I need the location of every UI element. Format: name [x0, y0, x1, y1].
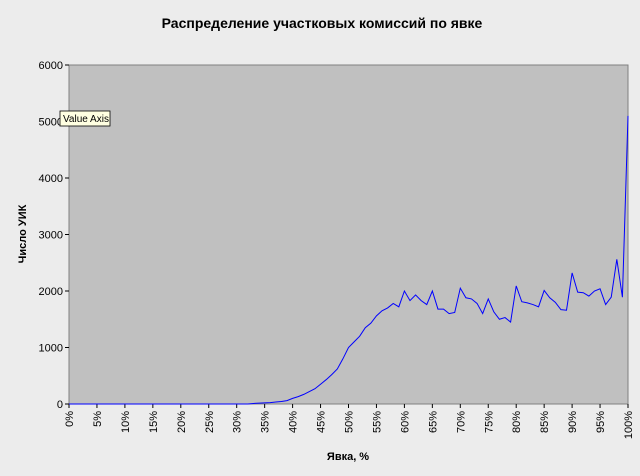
- y-tick-label: 0: [57, 399, 63, 411]
- y-axis-label: Число УИК: [17, 204, 29, 263]
- y-tick-label: 1000: [39, 343, 63, 355]
- plot-area: [68, 64, 629, 405]
- x-tick-label: 30%: [232, 411, 244, 433]
- chart-title: Распределение участковых комиссий по явк…: [162, 15, 483, 31]
- x-tick-label: 60%: [399, 411, 411, 433]
- y-tick-label: 6000: [39, 60, 63, 72]
- tooltip-text: Value Axis: [63, 114, 109, 125]
- x-tick-label: 85%: [539, 411, 551, 433]
- x-axis: 0% 5% 10% 15% 20% 25% 30% 35% 40% 45% 50% 55% 60% 65%…: [64, 404, 635, 439]
- y-tick-label: 2000: [39, 286, 63, 298]
- x-tick-label: 65%: [427, 411, 439, 433]
- x-tick-label: 25%: [204, 411, 216, 433]
- x-tick-label: 75%: [483, 411, 495, 433]
- y-tick-label: 5000: [39, 117, 63, 129]
- x-tick-label: 55%: [371, 411, 383, 433]
- y-tick-label: 3000: [39, 230, 63, 242]
- y-axis: 0 1000 2000 3000 4000 5000 6000: [39, 60, 69, 411]
- y-tick-label: 4000: [39, 173, 63, 185]
- tooltip-box: [59, 110, 111, 127]
- x-tick-label: 0%: [64, 411, 76, 427]
- x-tick-label: 80%: [511, 411, 523, 433]
- x-tick-label: 10%: [120, 411, 132, 433]
- x-tick-label: 100%: [623, 411, 635, 439]
- x-tick-label: 90%: [567, 411, 579, 433]
- series-line: [69, 115, 629, 405]
- x-tick-label: 70%: [455, 411, 467, 433]
- x-tick-label: 50%: [344, 411, 356, 433]
- x-tick-label: 45%: [316, 411, 328, 433]
- x-tick-label: 35%: [260, 411, 272, 433]
- value-axis-tooltip: Value Axis: [59, 110, 111, 127]
- x-axis-label: Явка, %: [327, 451, 369, 463]
- x-tick-label: 40%: [288, 411, 300, 433]
- x-tick-label: 15%: [148, 411, 160, 433]
- x-tick-label: 95%: [595, 411, 607, 433]
- x-tick-label: 5%: [92, 411, 104, 427]
- x-tick-label: 20%: [176, 411, 188, 433]
